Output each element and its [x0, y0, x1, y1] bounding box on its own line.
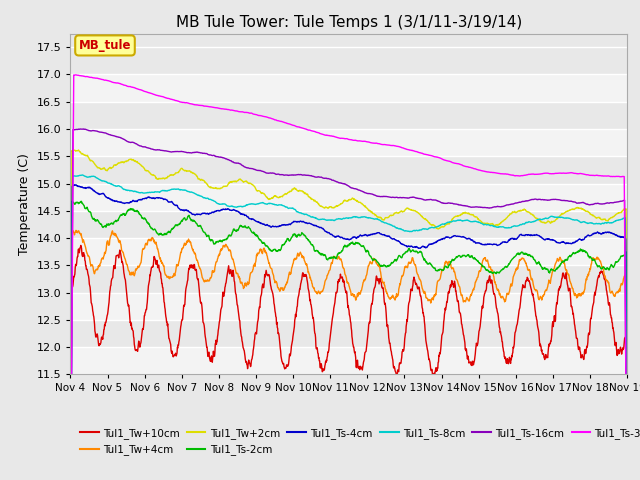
- Bar: [70, 238, 627, 265]
- Tul1_Tw+10cm: [303, 277, 311, 283]
- Tul1_Ts-4cm: [303, 220, 311, 226]
- Tul1_Ts-2cm: [324, 255, 332, 261]
- Tul1_Tw+4cm: [110, 231, 118, 237]
- Tul1_Ts-16cm: [324, 176, 332, 181]
- Tul1_Ts-2cm: [110, 219, 118, 225]
- Tul1_Ts-16cm: [132, 141, 140, 147]
- Tul1_Ts-8cm: [110, 182, 118, 188]
- Tul1_Tw+10cm: [132, 347, 140, 353]
- Tul1_Ts-32cm: [132, 86, 140, 92]
- Tul1_Ts-8cm: [315, 216, 323, 222]
- Title: MB Tule Tower: Tule Temps 1 (3/1/11-3/19/14): MB Tule Tower: Tule Temps 1 (3/1/11-3/19…: [175, 15, 522, 30]
- Tul1_Tw+2cm: [303, 192, 311, 197]
- Tul1_Ts-8cm: [384, 221, 392, 227]
- Tul1_Tw+2cm: [132, 159, 140, 165]
- Bar: [70, 293, 627, 320]
- Bar: [70, 183, 627, 211]
- Tul1_Tw+4cm: [623, 446, 631, 452]
- Bar: [70, 74, 627, 102]
- Tul1_Ts-32cm: [110, 80, 118, 85]
- Line: Tul1_Ts-2cm: Tul1_Ts-2cm: [70, 201, 627, 480]
- Tul1_Ts-4cm: [384, 233, 392, 239]
- Tul1_Ts-8cm: [303, 212, 311, 217]
- Tul1_Ts-8cm: [132, 189, 140, 195]
- Tul1_Ts-32cm: [72, 72, 79, 78]
- Tul1_Ts-4cm: [315, 224, 323, 230]
- Tul1_Tw+4cm: [324, 270, 332, 276]
- Line: Tul1_Ts-32cm: Tul1_Ts-32cm: [70, 75, 627, 480]
- Tul1_Ts-4cm: [110, 198, 118, 204]
- Tul1_Tw+2cm: [384, 215, 392, 220]
- Tul1_Ts-4cm: [72, 182, 80, 188]
- Tul1_Ts-2cm: [77, 198, 85, 204]
- Legend: Tul1_Tw+10cm, Tul1_Tw+4cm, Tul1_Tw+2cm, Tul1_Ts-2cm, Tul1_Ts-4cm, Tul1_Ts-8cm, T: Tul1_Tw+10cm, Tul1_Tw+4cm, Tul1_Tw+2cm, …: [76, 424, 640, 459]
- Bar: [70, 347, 627, 374]
- Tul1_Tw+2cm: [110, 162, 118, 168]
- Tul1_Ts-16cm: [384, 194, 392, 200]
- Tul1_Ts-8cm: [79, 172, 86, 178]
- Tul1_Ts-32cm: [324, 132, 332, 138]
- Tul1_Ts-2cm: [303, 236, 311, 241]
- Tul1_Tw+10cm: [110, 263, 118, 268]
- Tul1_Tw+10cm: [77, 242, 84, 248]
- Tul1_Ts-2cm: [315, 249, 323, 255]
- Tul1_Tw+10cm: [384, 322, 392, 328]
- Line: Tul1_Tw+4cm: Tul1_Tw+4cm: [70, 230, 627, 480]
- Tul1_Tw+4cm: [72, 228, 80, 233]
- Bar: [70, 129, 627, 156]
- Tul1_Ts-16cm: [110, 133, 118, 139]
- Y-axis label: Temperature (C): Temperature (C): [18, 153, 31, 255]
- Tul1_Tw+2cm: [315, 201, 323, 206]
- Tul1_Tw+4cm: [384, 292, 392, 298]
- Tul1_Ts-16cm: [80, 126, 88, 132]
- Line: Tul1_Tw+2cm: Tul1_Tw+2cm: [70, 150, 627, 480]
- Tul1_Ts-8cm: [324, 217, 332, 223]
- Tul1_Ts-4cm: [324, 230, 332, 236]
- Tul1_Ts-2cm: [132, 209, 140, 215]
- Tul1_Ts-32cm: [315, 130, 323, 136]
- Tul1_Ts-16cm: [315, 174, 323, 180]
- Tul1_Ts-16cm: [303, 172, 311, 178]
- Line: Tul1_Ts-8cm: Tul1_Ts-8cm: [70, 175, 627, 480]
- Tul1_Tw+2cm: [324, 205, 332, 211]
- Tul1_Tw+4cm: [315, 288, 323, 294]
- Line: Tul1_Ts-4cm: Tul1_Ts-4cm: [70, 185, 627, 480]
- Tul1_Tw+2cm: [75, 147, 83, 153]
- Tul1_Ts-32cm: [384, 142, 392, 148]
- Tul1_Ts-4cm: [132, 198, 140, 204]
- Line: Tul1_Tw+10cm: Tul1_Tw+10cm: [70, 245, 627, 480]
- Tul1_Ts-32cm: [303, 127, 311, 132]
- Tul1_Tw+10cm: [324, 348, 332, 354]
- Tul1_Tw+10cm: [315, 355, 323, 361]
- Tul1_Tw+4cm: [132, 266, 140, 272]
- Line: Tul1_Ts-16cm: Tul1_Ts-16cm: [70, 129, 627, 480]
- Tul1_Ts-2cm: [384, 263, 392, 269]
- Text: MB_tule: MB_tule: [79, 39, 131, 52]
- Tul1_Tw+4cm: [303, 263, 311, 269]
